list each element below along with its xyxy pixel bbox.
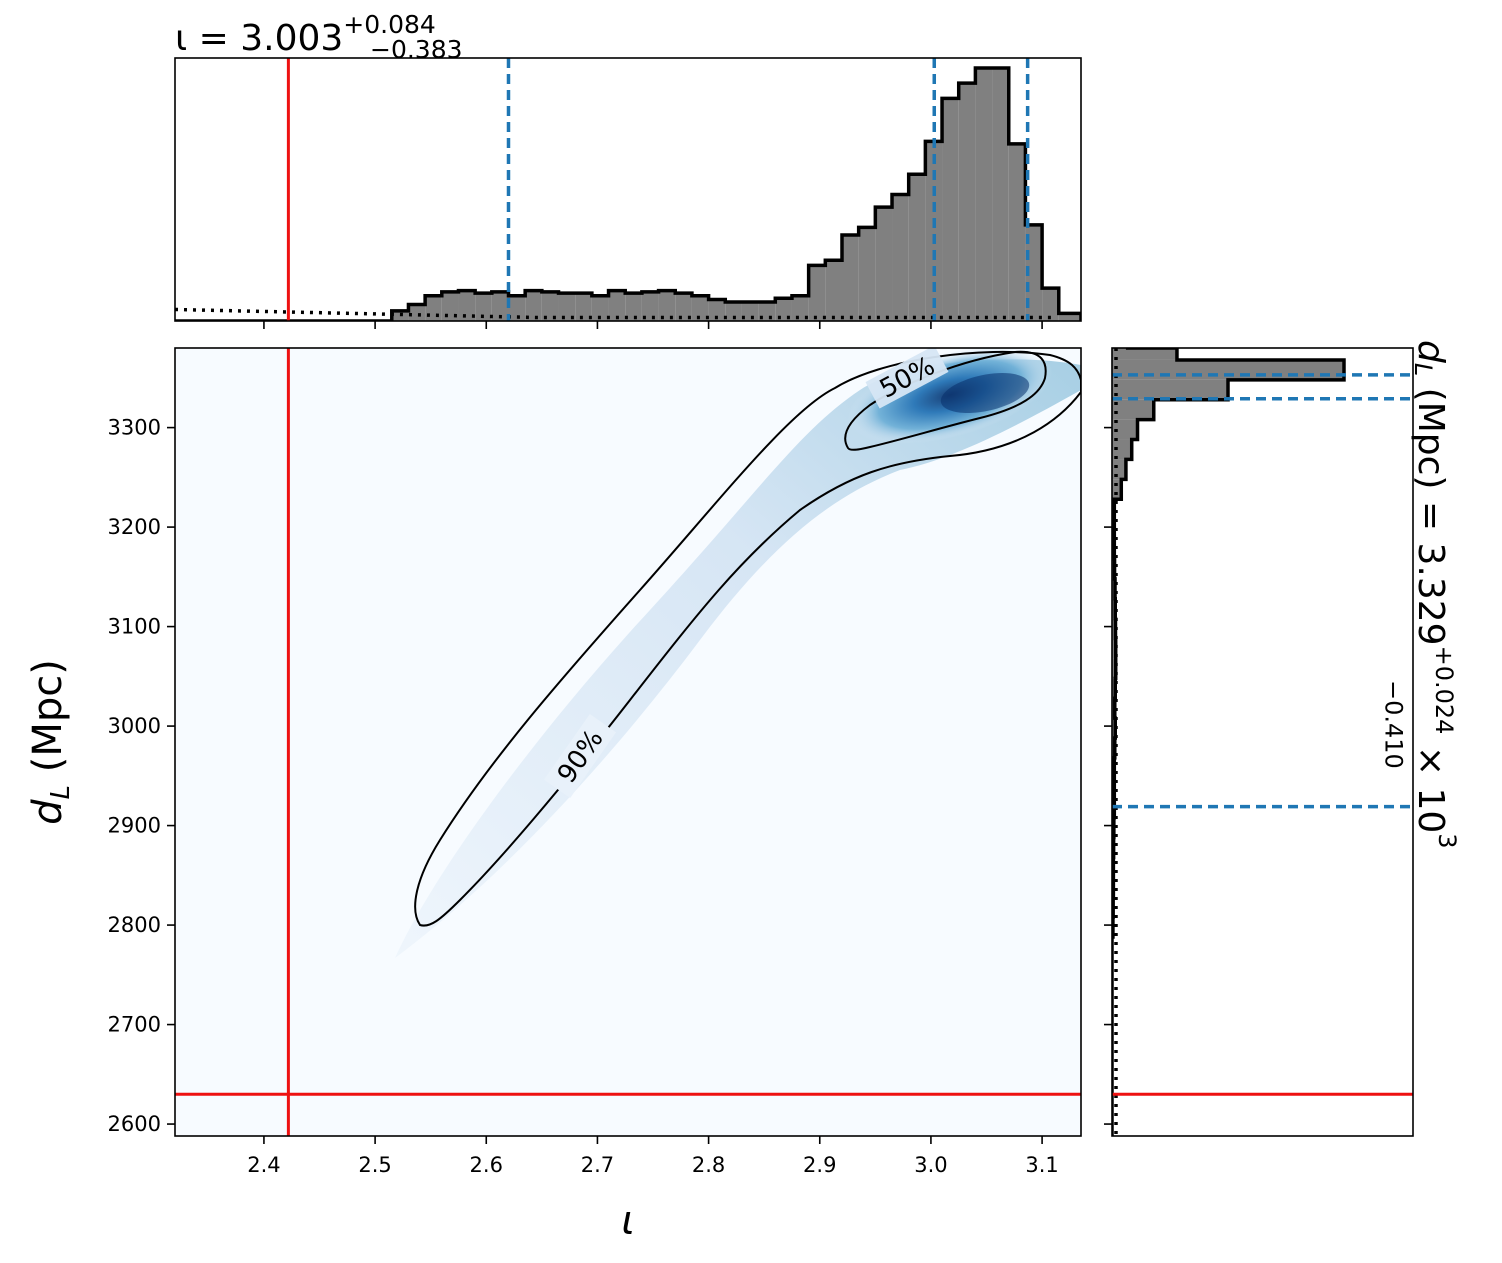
iota-hist-bar [541,291,559,321]
iota-hist-bar [1025,224,1043,321]
iota-hist-bar [558,293,576,321]
y-tick-label: 2600 [108,1112,161,1136]
y-tick-label: 2700 [108,1013,161,1037]
iota-hist-bar [841,234,859,321]
svg-text:dL (Mpc) = 3.329+0.024 × 103: dL (Mpc) = 3.329+0.024 × 103 [1409,340,1461,849]
iota-hist-bar [775,298,792,321]
svg-text:−0.410: −0.410 [1379,680,1407,769]
iota-hist-bar [491,291,509,321]
iota-hist-bar [808,265,826,321]
iota-hist-bar [1058,313,1081,321]
x-tick-label: 2.5 [358,1153,391,1177]
iota-hist-bar [691,295,709,321]
iota-hist-bar [892,194,909,321]
y-tick-label: 3300 [108,416,161,440]
y-tick-label: 3000 [108,714,161,738]
dL-hist-bar [1112,459,1126,480]
dL-hist-outline [1112,348,1346,1136]
joint-panel-frame [174,347,1082,1137]
y-tick-label: 3100 [108,615,161,639]
dL-marginal-panel: dL (Mpc) = 3.329+0.024 × 103 −0.410 [1104,340,1461,1137]
iota-hist-bar [675,293,692,321]
contour-90-label-gap [543,714,617,798]
iota-panel-frame [174,57,1082,322]
joint-density-ridge [395,359,1081,958]
x-tick-label: 2.4 [247,1153,280,1177]
joint-x-axis-title: ι [621,1198,635,1244]
dL-hist-bar [1112,439,1132,460]
iota-hist-bar [641,291,659,321]
iota-hist-bar [575,293,592,321]
iota-hist-bar [508,295,526,321]
dL-hist-bar [1112,399,1154,420]
x-tick-label: 3.0 [914,1153,947,1177]
iota-hist-bar [658,290,676,321]
iota-hist-bar [958,83,976,321]
iota-hist-bar [791,295,809,321]
x-tick-label: 2.7 [581,1153,614,1177]
iota-hist-bar [908,174,926,321]
y-tick-label: 2800 [108,913,161,937]
joint-y-axis-title: dL (Mpc) [25,659,76,825]
joint-x-axis: 2.4 2.5 2.6 2.7 2.8 2.9 3.0 3.1 [247,1136,1059,1177]
dL-panel-frame [1111,347,1414,1137]
iota-histogram [175,58,1081,321]
dL-hist-bar [1112,658,1116,679]
iota-hist-bar [625,293,642,321]
iota-hist-bar [741,302,759,321]
iota-hist-bar [875,207,893,321]
iota-hist-bar [441,291,459,321]
iota-hist-bar [1042,288,1059,321]
x-tick-label: 2.8 [692,1153,725,1177]
iota-hist-bar [825,260,842,321]
dL-histogram [1112,348,1413,1136]
iota-hist-bar [708,299,726,321]
iota-hist-bar [925,141,943,321]
joint-density: 50% 90% [175,348,1081,1136]
joint-density-core [940,373,1030,413]
iota-hist-bar [591,295,609,321]
dL-hist-bar [1112,359,1344,380]
iota-hist-bar [725,302,742,321]
iota-hist-bar [408,304,426,321]
dL-hist-bar [1112,379,1228,400]
x-tick-label: 2.9 [803,1153,836,1177]
iota-hist-bar [975,68,993,321]
iota-prior-line [175,307,1055,320]
iota-hist-bar [992,68,1009,321]
contour-50-label-gap [865,348,949,409]
iota-panel-xticks [263,321,1043,329]
iota-hist-bar [1008,143,1026,321]
iota-hist-bar [425,295,442,321]
dL-hist-bar [1112,638,1116,659]
iota-hist-bar [858,227,876,321]
iota-marginal-panel: ι = 3.003+0.084 −0.383 [174,10,1082,329]
x-tick-label: 3.1 [1025,1153,1058,1177]
dL-marginal-title: dL (Mpc) = 3.329+0.024 × 103 −0.410 [1379,340,1461,849]
iota-hist-bar [608,290,626,321]
dL-hist-bar [1112,479,1122,500]
y-tick-label: 2900 [108,814,161,838]
iota-marginal-title: ι = 3.003+0.084 [175,10,436,59]
dL-hist-bar [1112,419,1138,440]
x-tick-label: 2.6 [470,1153,503,1177]
iota-hist-bar [458,290,476,321]
iota-hist-bar [525,290,542,321]
joint-heatmap-background [175,348,1081,1136]
contour-50 [844,350,1047,451]
iota-hist-bar [942,98,959,321]
y-tick-label: 3200 [108,515,161,539]
joint-y-axis: 2600 2700 2800 2900 3000 3100 3200 3300 [108,416,175,1136]
dL-hist-bar [1112,348,1177,360]
iota-hist-bar [475,293,492,321]
dL-panel-yticks [1104,426,1112,1125]
iota-hist-outline [175,66,1081,321]
joint-panel: 50% 90% 2.4 2.5 2.6 2.7 2.8 2.9 3.0 3.1 2600 270… [25,347,1082,1244]
iota-marginal-title-lower: −0.383 [370,35,463,64]
